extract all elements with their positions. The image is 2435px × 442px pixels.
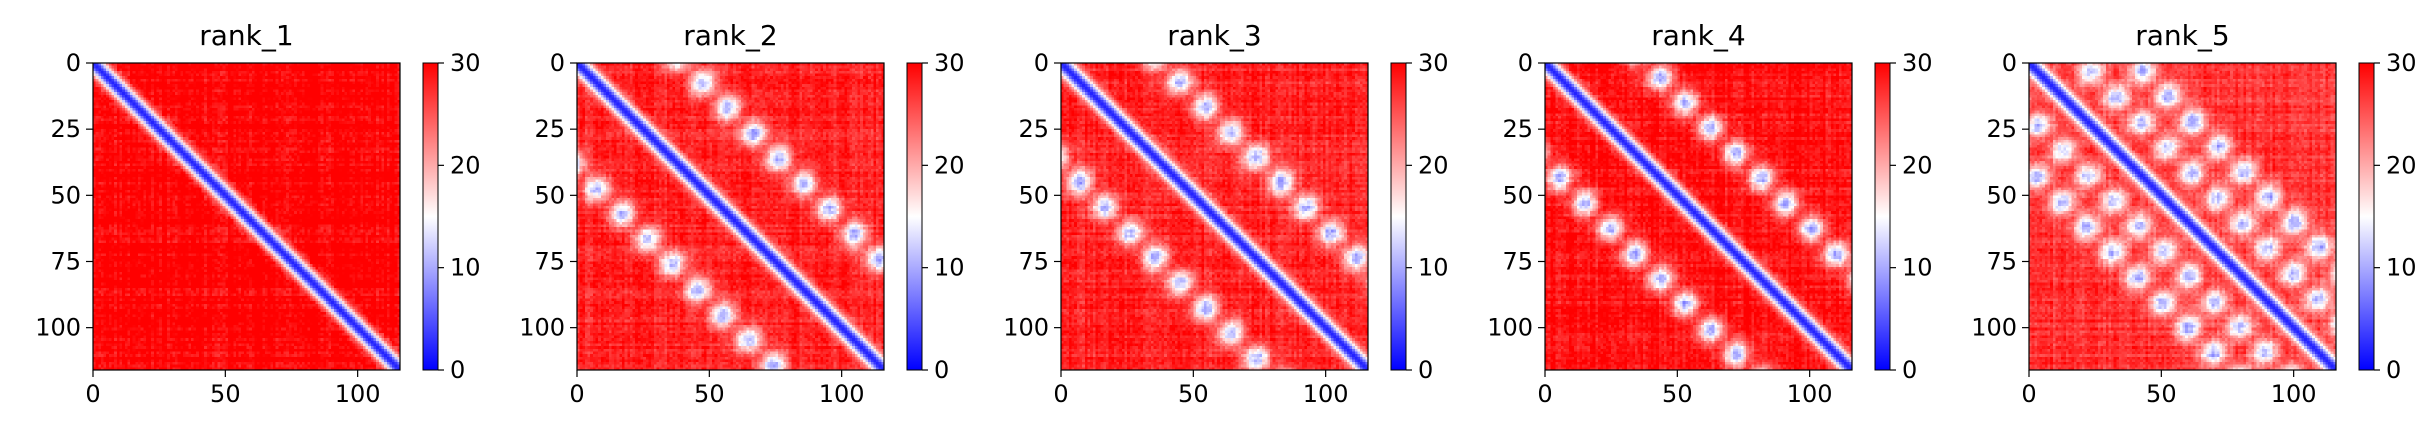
colorbar-tick-label: 0 (450, 356, 465, 384)
x-tick-label: 100 (2271, 380, 2317, 408)
colorbar-tick-label: 30 (2386, 49, 2417, 77)
y-tick-label: 100 (1003, 314, 1049, 342)
heatmap-frame (1060, 62, 1369, 371)
x-tick-label: 50 (1178, 380, 1209, 408)
colorbar-tick-label: 30 (1418, 49, 1449, 77)
colorbar (1390, 62, 1407, 371)
y-tick-label: 75 (1018, 247, 1049, 275)
x-tick-label: 100 (819, 380, 865, 408)
y-tick-label: 25 (1986, 115, 2017, 143)
panel-title: rank_5 (2135, 19, 2229, 52)
colorbar (1874, 62, 1891, 371)
panel-title: rank_1 (199, 19, 293, 52)
panel-title: rank_3 (1167, 19, 1261, 52)
x-tick-label: 100 (335, 380, 381, 408)
x-tick-label: 0 (85, 380, 100, 408)
colorbar-tick-label: 30 (1902, 49, 1933, 77)
colorbar-tick-label: 20 (934, 151, 965, 179)
y-tick-label: 75 (534, 247, 565, 275)
colorbar-tick-label: 20 (2386, 151, 2417, 179)
y-tick-label: 100 (1971, 314, 2017, 342)
colorbar-tick-label: 10 (1902, 254, 1933, 282)
panel-rank-5: rank_5 0 50 100 0 25 50 75 100 0 10 20 30 (1971, 19, 2416, 408)
y-tick-label: 75 (1502, 247, 1533, 275)
y-tick-label: 25 (1018, 115, 1049, 143)
y-tick-label: 0 (550, 49, 565, 77)
colorbar-tick-label: 10 (934, 254, 965, 282)
panel-title: rank_2 (683, 19, 777, 52)
y-tick-label: 100 (1487, 314, 1533, 342)
colorbar-tick-label: 0 (934, 356, 949, 384)
heatmap-image (93, 63, 400, 370)
panel-rank-4: rank_4 0 50 100 0 25 50 75 100 0 10 20 30 (1487, 19, 1932, 408)
y-tick-label: 50 (534, 181, 565, 209)
panel-rank-1: rank_1 0 50 100 0 25 50 75 100 0 10 20 30 (35, 19, 480, 408)
y-tick-label: 75 (1986, 247, 2017, 275)
x-tick-label: 100 (1787, 380, 1833, 408)
heatmap-image (2029, 63, 2336, 370)
heatmap-frame (1544, 62, 1853, 371)
y-tick-label: 100 (519, 314, 565, 342)
y-tick-label: 0 (1034, 49, 1049, 77)
colorbar-tick-label: 10 (2386, 254, 2417, 282)
y-tick-label: 50 (1018, 181, 1049, 209)
colorbar (422, 62, 439, 371)
x-tick-label: 0 (1537, 380, 1552, 408)
panel-rank-2: rank_2 0 50 100 0 25 50 75 100 0 10 20 30 (519, 19, 964, 408)
y-tick-label: 50 (50, 181, 81, 209)
colorbar-tick-label: 0 (2386, 356, 2401, 384)
colorbar-tick-label: 20 (450, 151, 481, 179)
heatmap-frame (92, 62, 401, 371)
heatmap-image (1545, 63, 1852, 370)
colorbar-tick-label: 0 (1902, 356, 1917, 384)
x-tick-label: 50 (210, 380, 241, 408)
x-tick-label: 0 (569, 380, 584, 408)
y-tick-label: 0 (66, 49, 81, 77)
panel-rank-3: rank_3 0 50 100 0 25 50 75 100 0 10 20 30 (1003, 19, 1448, 408)
y-tick-label: 0 (1518, 49, 1533, 77)
x-tick-label: 50 (694, 380, 725, 408)
y-tick-label: 25 (1502, 115, 1533, 143)
heatmap-frame (2028, 62, 2337, 371)
x-tick-label: 50 (2146, 380, 2177, 408)
y-tick-label: 75 (50, 247, 81, 275)
x-tick-label: 0 (1053, 380, 1068, 408)
colorbar-tick-label: 10 (1418, 254, 1449, 282)
colorbar-tick-label: 30 (450, 49, 481, 77)
heatmap-image (1061, 63, 1368, 370)
y-tick-label: 0 (2002, 49, 2017, 77)
y-tick-label: 100 (35, 314, 81, 342)
colorbar-tick-label: 20 (1902, 151, 1933, 179)
y-tick-label: 25 (50, 115, 81, 143)
x-tick-label: 0 (2021, 380, 2036, 408)
colorbar-tick-label: 30 (934, 49, 965, 77)
x-tick-label: 100 (1303, 380, 1349, 408)
colorbar-tick-label: 10 (450, 254, 481, 282)
y-tick-label: 25 (534, 115, 565, 143)
heatmap-frame (576, 62, 885, 371)
panel-title: rank_4 (1651, 19, 1745, 52)
y-tick-label: 50 (1986, 181, 2017, 209)
colorbar (906, 62, 923, 371)
colorbar-tick-label: 20 (1418, 151, 1449, 179)
heatmap-image (577, 63, 884, 370)
colorbar-tick-label: 0 (1418, 356, 1433, 384)
colorbar (2358, 62, 2375, 371)
x-tick-label: 50 (1662, 380, 1693, 408)
y-tick-label: 50 (1502, 181, 1533, 209)
